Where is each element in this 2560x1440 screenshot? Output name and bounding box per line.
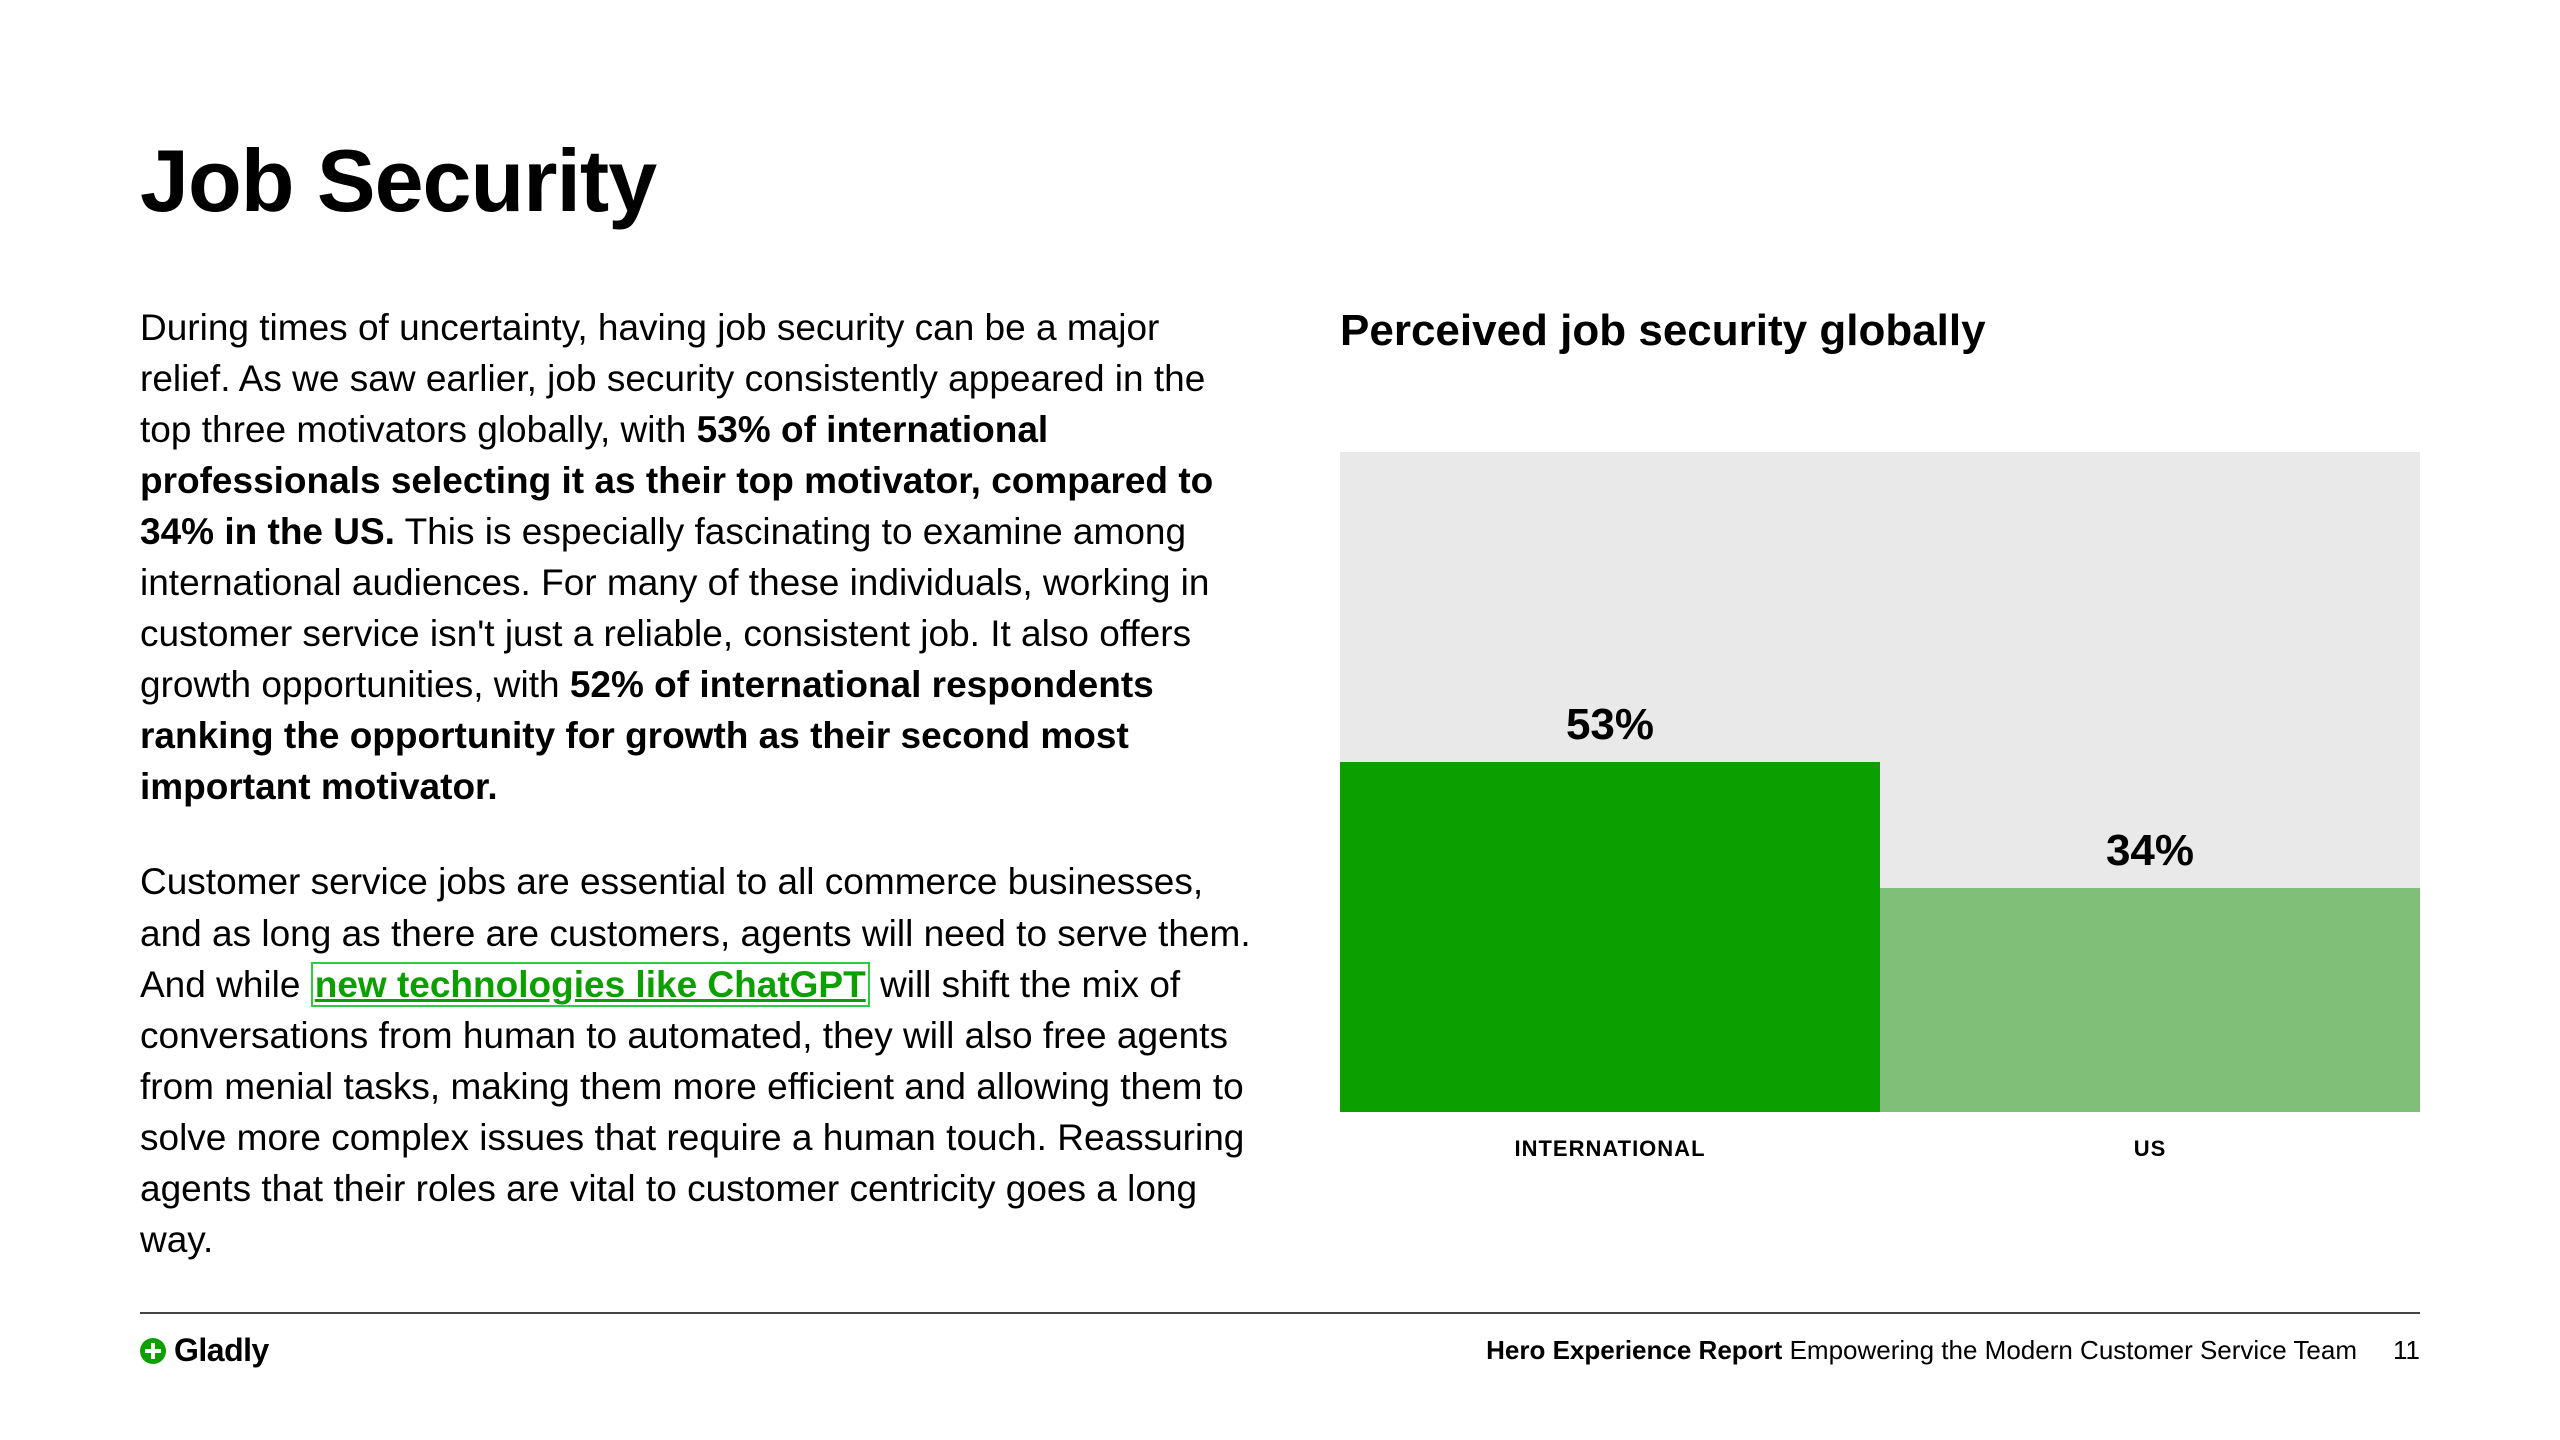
plus-icon	[140, 1338, 166, 1364]
x-axis-category: US	[1880, 1136, 2420, 1162]
footer-right: Hero Experience Report Empowering the Mo…	[1486, 1335, 2420, 1366]
body-text-column: During times of uncertainty, having job …	[140, 302, 1260, 1265]
page-number: 11	[2393, 1335, 2420, 1366]
bar-value-label: 34%	[1880, 826, 2420, 876]
footer-report-line: Hero Experience Report Empowering the Mo…	[1486, 1335, 2357, 1366]
chart-column: Perceived job security globally 53% 34% I…	[1340, 302, 2420, 1265]
report-page: Job Security During times of uncertainty…	[0, 0, 2560, 1440]
bar-chart: 53% 34% INTERNATIONALUS	[1340, 452, 2420, 1162]
chart-x-axis: INTERNATIONALUS	[1340, 1136, 2420, 1162]
chart-plot-area: 53% 34%	[1340, 452, 2420, 1112]
chatgpt-link[interactable]: new technologies like ChatGPT	[311, 962, 870, 1007]
bar	[1340, 762, 1880, 1112]
report-subtitle: Empowering the Modern Customer Service T…	[1790, 1335, 2357, 1365]
paragraph-1: During times of uncertainty, having job …	[140, 302, 1260, 812]
paragraph-2: Customer service jobs are essential to a…	[140, 856, 1260, 1264]
bar	[1880, 888, 2420, 1112]
brand-name: Gladly	[174, 1332, 269, 1369]
bar-value-label: 53%	[1340, 700, 1880, 750]
chart-title: Perceived job security globally	[1340, 306, 2420, 356]
brand-logo: Gladly	[140, 1332, 269, 1369]
report-name: Hero Experience Report	[1486, 1335, 1782, 1365]
content-columns: During times of uncertainty, having job …	[140, 302, 2420, 1265]
footer-divider	[140, 1312, 2420, 1314]
page-title: Job Security	[140, 130, 2420, 232]
p2-text-b: will shift the mix of conversations from…	[140, 964, 1244, 1260]
page-footer: Gladly Hero Experience Report Empowering…	[140, 1332, 2420, 1369]
x-axis-category: INTERNATIONAL	[1340, 1136, 1880, 1162]
